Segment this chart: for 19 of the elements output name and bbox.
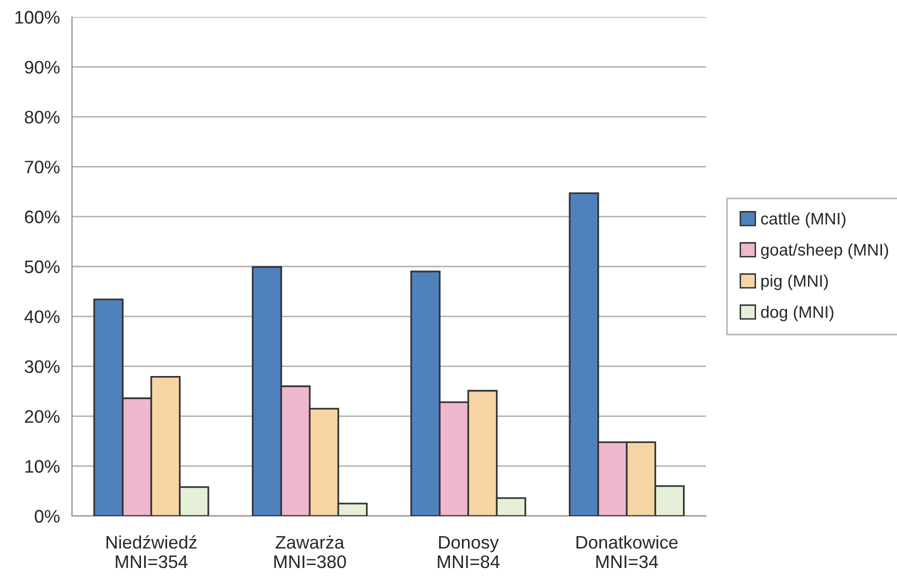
legend-label: cattle (MNI) [761, 212, 846, 228]
x-tick-label: Donosy MNI=84 [438, 536, 500, 568]
x-tick-label: Niedźwiedź MNI=354 [106, 535, 197, 568]
legend-label: pig (MNI) [761, 274, 828, 290]
legend-label: goat/sheep (MNI) [761, 243, 888, 259]
y-tick-label: 90% [24, 60, 60, 74]
y-tick-label: 100% [15, 10, 60, 24]
y-tick-label: 20% [24, 410, 60, 423]
legend-label: dog (MNI) [761, 306, 834, 322]
x-tick-label: Zawarża MNI=380 [274, 535, 346, 568]
y-tick-label: 80% [24, 110, 60, 124]
x-tick-label: Donatkowice MNI=34 [576, 535, 678, 568]
y-tick-label: 40% [24, 310, 60, 324]
y-tick-label: 30% [24, 360, 60, 374]
y-tick-label: 60% [24, 210, 60, 224]
y-tick-label: 0% [34, 510, 60, 523]
y-tick-label: 50% [24, 260, 60, 274]
y-tick-label: 70% [24, 160, 60, 174]
y-tick-label: 10% [25, 460, 60, 473]
